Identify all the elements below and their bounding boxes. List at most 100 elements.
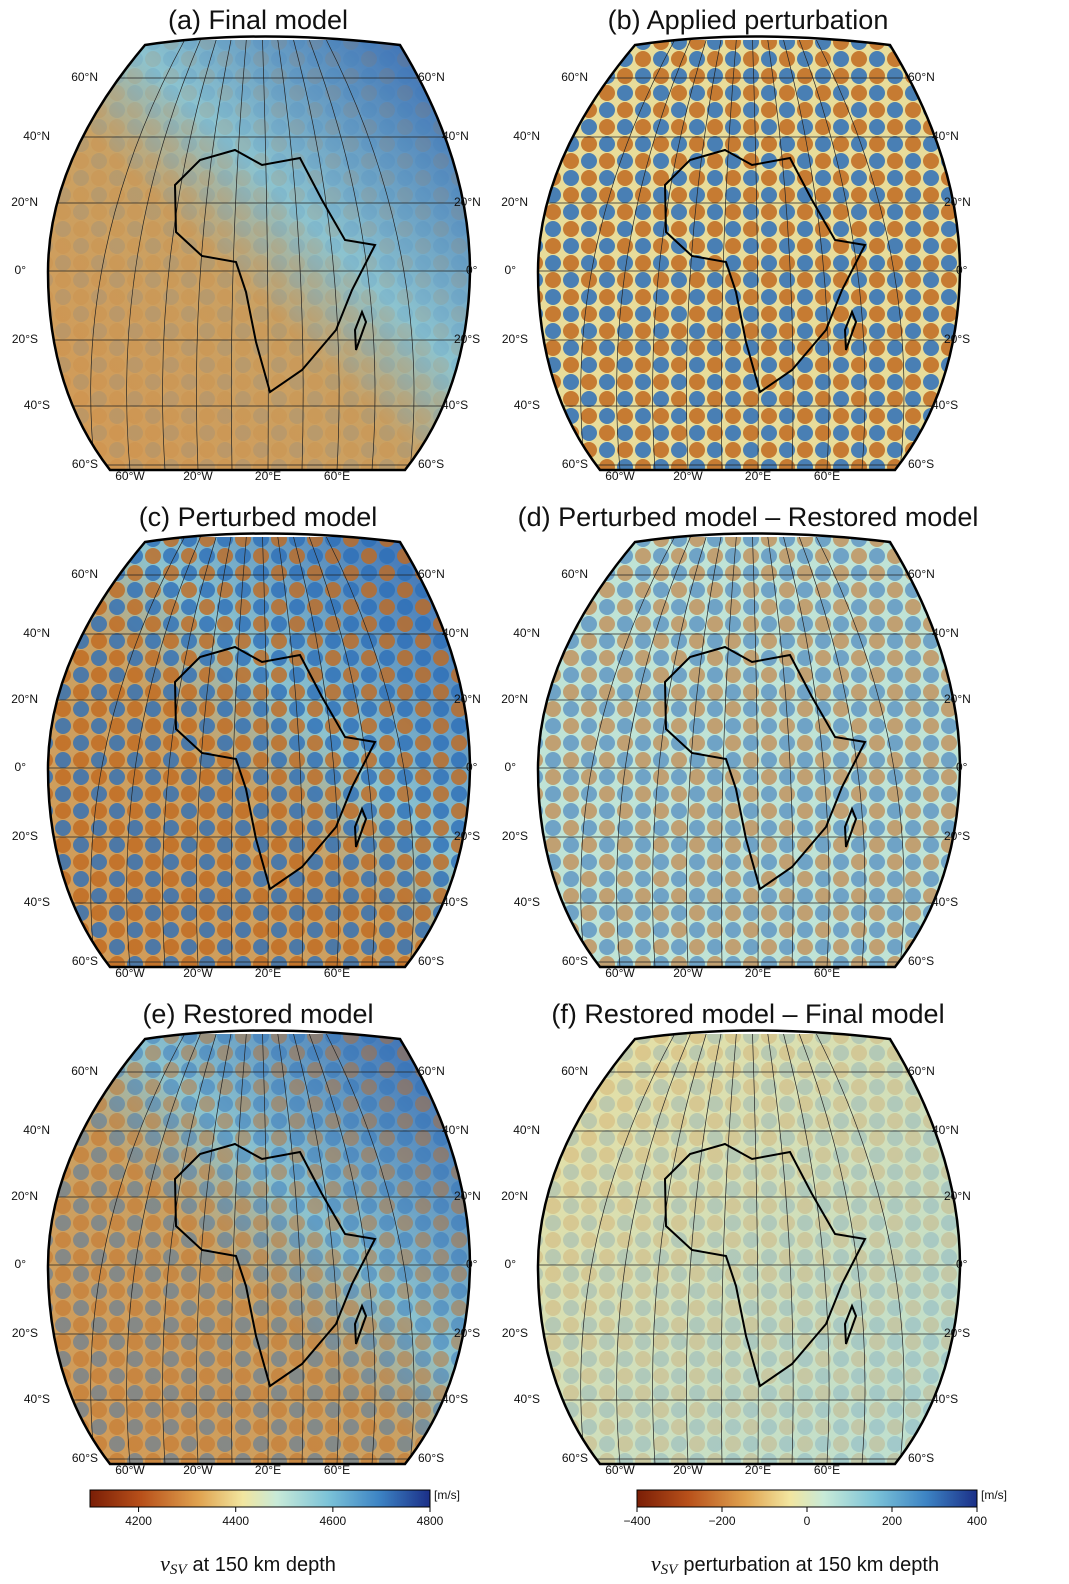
lon-label: 60°W xyxy=(605,966,635,980)
meridian xyxy=(196,39,232,470)
meridian xyxy=(686,39,722,470)
lat-label: 40°N xyxy=(23,1123,50,1137)
meridian xyxy=(230,536,247,967)
lat-label: 60°N xyxy=(908,567,935,581)
anomaly-pattern xyxy=(48,40,470,470)
lat-label: 20°S xyxy=(944,829,970,843)
colorbar-tick-label: 4200 xyxy=(125,1514,152,1528)
map-body xyxy=(48,536,470,967)
colorbar-tick-label: 200 xyxy=(882,1514,902,1528)
meridian xyxy=(720,39,737,470)
panel-title: (e) Restored model xyxy=(142,999,373,1029)
coastline xyxy=(353,309,368,351)
coastline xyxy=(173,645,377,891)
lat-label: 60°N xyxy=(71,70,98,84)
lat-label: 40°N xyxy=(23,129,50,143)
lat-label: 0° xyxy=(15,1257,27,1271)
meridian xyxy=(752,1033,759,1464)
meridian xyxy=(196,1033,232,1464)
colorbar-tick-label: −400 xyxy=(623,1514,650,1528)
lat-label: 20°N xyxy=(501,195,528,209)
lat-label: 60°S xyxy=(908,1451,934,1465)
meridian xyxy=(580,536,675,967)
lon-label: 60°W xyxy=(605,1463,635,1477)
lat-label: 40°N xyxy=(513,1123,540,1137)
meridian xyxy=(783,39,830,470)
meridian xyxy=(616,39,691,470)
colorbar-caption: vSV at 150 km depth xyxy=(160,1551,336,1578)
lat-label: 60°N xyxy=(71,567,98,581)
lat-label: 60°N xyxy=(561,567,588,581)
lon-label: 60°E xyxy=(814,966,840,980)
lat-label: 60°S xyxy=(562,1451,588,1465)
meridian xyxy=(196,536,232,967)
colorbar-tick-label: −200 xyxy=(708,1514,735,1528)
colorbar-tick-label: 4400 xyxy=(222,1514,249,1528)
lat-label: 0° xyxy=(466,263,478,277)
lon-label: 20°E xyxy=(255,1463,281,1477)
meridian xyxy=(816,39,905,470)
lat-label: 40°S xyxy=(24,398,50,412)
meridian xyxy=(308,1033,376,1464)
coastline xyxy=(843,806,858,848)
coastline xyxy=(353,806,368,848)
lat-label: 40°S xyxy=(24,1392,50,1406)
lat-label: 60°N xyxy=(908,70,935,84)
lat-label: 0° xyxy=(505,263,517,277)
map-frame xyxy=(536,532,962,969)
lon-label: 60°E xyxy=(324,469,350,483)
lat-label: 0° xyxy=(466,760,478,774)
lat-label: 20°S xyxy=(12,1326,38,1340)
lat-label: 40°S xyxy=(514,398,540,412)
lat-label: 60°S xyxy=(562,457,588,471)
lon-label: 20°W xyxy=(183,469,213,483)
meridian xyxy=(752,536,759,967)
meridian xyxy=(126,39,201,470)
lat-label: 20°N xyxy=(454,1189,481,1203)
lon-label: 20°E xyxy=(255,469,281,483)
lat-label: 20°S xyxy=(12,829,38,843)
map-body xyxy=(538,39,960,470)
lat-label: 40°S xyxy=(442,895,468,909)
lat-label: 40°S xyxy=(932,895,958,909)
colorbar-unit: [m/s] xyxy=(434,1488,460,1502)
lat-label: 0° xyxy=(956,1257,968,1271)
lat-label: 20°S xyxy=(944,1326,970,1340)
anomaly-pattern xyxy=(538,1034,960,1464)
lat-label: 60°N xyxy=(908,1064,935,1078)
colorbar-tick-label: 400 xyxy=(967,1514,987,1528)
lat-label: 20°N xyxy=(11,1189,38,1203)
meridian xyxy=(277,536,304,967)
meridian xyxy=(783,1033,830,1464)
meridian xyxy=(293,536,340,967)
meridian xyxy=(262,1033,269,1464)
lat-label: 40°S xyxy=(932,1392,958,1406)
lat-label: 60°N xyxy=(561,70,588,84)
lat-label: 60°S xyxy=(72,457,98,471)
lat-label: 60°S xyxy=(562,954,588,968)
meridian xyxy=(230,1033,247,1464)
lon-label: 20°W xyxy=(673,966,703,980)
meridian xyxy=(616,536,691,967)
lat-label: 40°S xyxy=(442,1392,468,1406)
meridian xyxy=(720,1033,737,1464)
meridian xyxy=(686,536,722,967)
panel-title: (b) Applied perturbation xyxy=(608,5,889,35)
lat-label: 60°N xyxy=(418,567,445,581)
lat-label: 40°N xyxy=(932,626,959,640)
lat-label: 20°S xyxy=(12,332,38,346)
lat-label: 20°S xyxy=(502,1326,528,1340)
coastline xyxy=(353,1303,368,1345)
lat-label: 60°S xyxy=(908,954,934,968)
map-panel: (f) Restored model – Final model 60°N 60°N… xyxy=(501,999,971,1477)
meridian xyxy=(686,1033,722,1464)
lat-label: 20°S xyxy=(502,332,528,346)
colorbar-unit: [m/s] xyxy=(981,1488,1007,1502)
anomaly-pattern xyxy=(538,537,960,967)
colorbar: [m/s] 4200 4400 4600 4800 vSV at 150 km depth xyxy=(89,1488,460,1578)
map-panel: (e) Restored model 60°N 60°N 40°N 40°N 20°N 20… xyxy=(11,999,481,1477)
lon-label: 60°E xyxy=(324,1463,350,1477)
colorbar-tick-label: 0 xyxy=(804,1514,811,1528)
meridian xyxy=(767,1033,794,1464)
panel-title: (f) Restored model – Final model xyxy=(551,999,944,1029)
